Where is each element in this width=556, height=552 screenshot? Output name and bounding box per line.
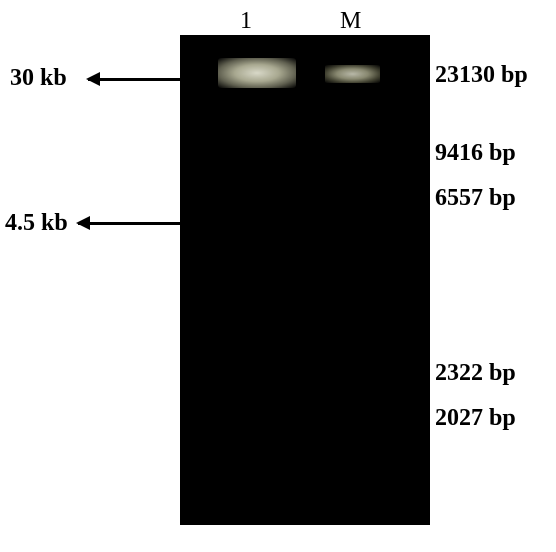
right-label-9416-text: 9416 bp: [435, 140, 516, 166]
right-label-9416: 9416 bp: [435, 140, 516, 167]
lane-label-1-text: 1: [240, 8, 252, 34]
arrow-4-5kb: [78, 222, 218, 225]
left-label-4-5kb-text: 4.5 kb: [5, 210, 68, 236]
left-label-30kb-text: 30 kb: [10, 65, 67, 91]
right-label-23130: 23130 bp: [435, 62, 528, 89]
arrow-30kb: [88, 78, 218, 81]
right-label-2322-text: 2322 bp: [435, 360, 516, 386]
right-label-6557-text: 6557 bp: [435, 185, 516, 211]
band-marker-23130: [325, 65, 380, 83]
gel-image: [180, 35, 430, 525]
lane-label-m: M: [340, 8, 361, 35]
right-label-2027: 2027 bp: [435, 405, 516, 432]
right-label-6557: 6557 bp: [435, 185, 516, 212]
left-label-30kb: 30 kb: [10, 65, 67, 92]
lane-label-m-text: M: [340, 8, 361, 34]
left-label-4-5kb: 4.5 kb: [5, 210, 68, 237]
lane-label-1: 1: [240, 8, 252, 35]
gel-figure: 1 M 30 kb 4.5 kb 23130 bp 9416 bp 6557 b…: [0, 0, 556, 552]
right-label-2027-text: 2027 bp: [435, 405, 516, 431]
right-label-23130-text: 23130 bp: [435, 62, 528, 88]
right-label-2322: 2322 bp: [435, 360, 516, 387]
band-sample-30kb: [218, 58, 296, 88]
